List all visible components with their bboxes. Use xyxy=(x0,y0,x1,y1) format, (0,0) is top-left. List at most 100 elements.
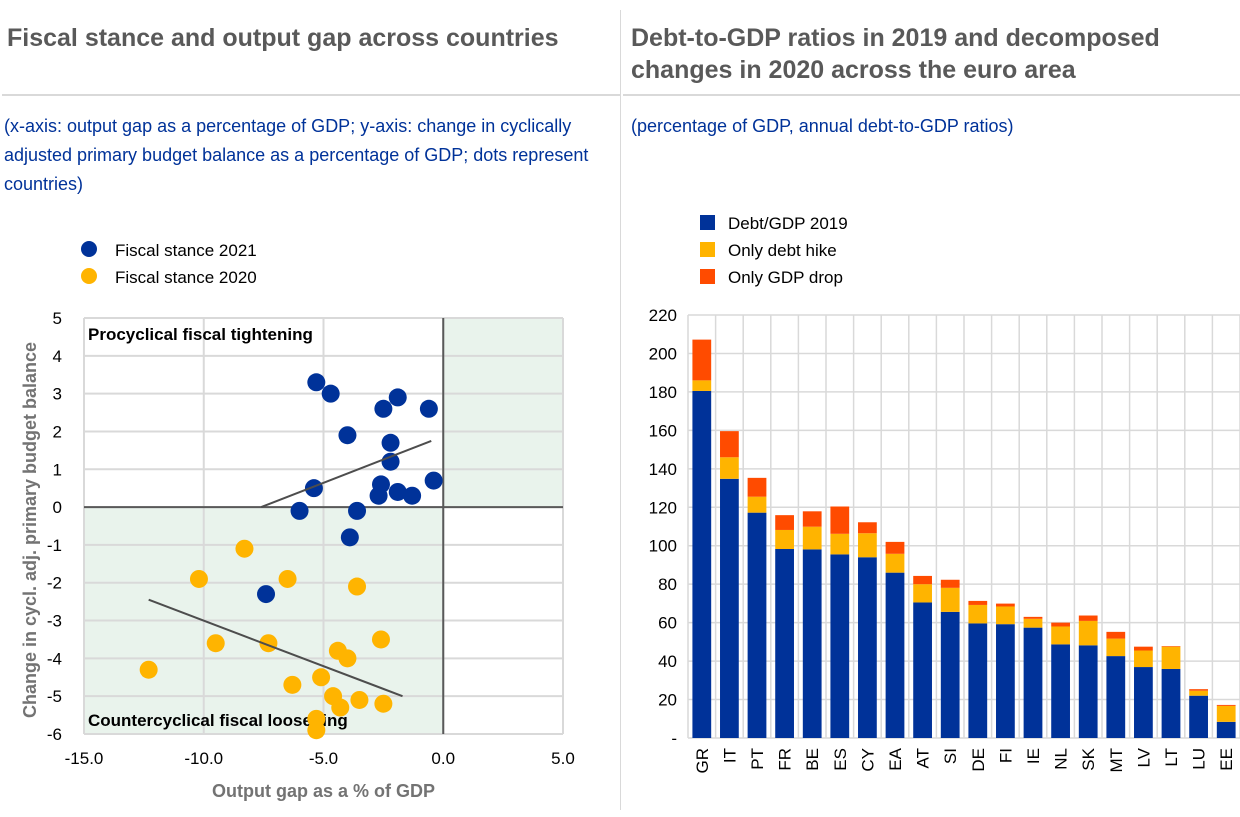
bar-segment xyxy=(1134,667,1153,738)
annotation-countercyclical: Countercyclical fiscal loosening xyxy=(88,711,348,730)
y-tick-label: 40 xyxy=(658,652,677,671)
y-tick-label: -3 xyxy=(47,612,62,631)
bar-segment xyxy=(1051,622,1070,627)
scatter-point xyxy=(290,501,309,520)
x-axis-title: Output gap as a % of GDP xyxy=(212,781,435,801)
x-tick-label: DE xyxy=(969,748,988,772)
scatter-point xyxy=(374,694,393,713)
bar-segment xyxy=(996,624,1015,738)
scatter-point xyxy=(139,660,158,679)
bar-title: Debt-to-GDP ratios in 2019 and decompose… xyxy=(631,22,1160,86)
bar-segment xyxy=(913,575,932,585)
shaded-quadrant-tightening xyxy=(443,318,563,508)
x-tick-label: LT xyxy=(1162,748,1181,767)
y-tick-label: 180 xyxy=(649,383,677,402)
y-tick-label: 0 xyxy=(53,498,62,517)
bar-segment xyxy=(1134,646,1153,651)
bar-segment xyxy=(996,606,1015,625)
scatter-point xyxy=(381,433,400,452)
scatter-point xyxy=(388,482,407,501)
y-tick-label: 80 xyxy=(658,575,677,594)
y-tick-label: 100 xyxy=(649,537,677,556)
scatter-point xyxy=(331,698,350,717)
bar-subtitle: (percentage of GDP, annual debt-to-GDP r… xyxy=(631,116,1014,136)
bar-segment xyxy=(720,457,739,479)
bar-segment xyxy=(830,554,850,738)
x-tick-label: FI xyxy=(996,748,1015,763)
bar-segment xyxy=(913,584,932,603)
bar-segment xyxy=(775,529,794,549)
bar-segment xyxy=(1078,615,1098,621)
bar-segment xyxy=(968,604,988,624)
bar-segment xyxy=(1023,627,1043,738)
bar-segment xyxy=(940,611,960,738)
x-tick-label: LV xyxy=(1134,747,1153,767)
bar-segment xyxy=(1216,721,1236,738)
scatter-point xyxy=(388,388,407,407)
scatter-point xyxy=(257,585,276,604)
y-tick-label: 5 xyxy=(53,309,62,328)
bar-chart: - 20 40 60 80 100 120 140 160 180 200 220 GR IT PT FR BE… xyxy=(649,214,1240,774)
bar-segment xyxy=(1161,668,1181,738)
annotation-procyclical: Procyclical fiscal tightening xyxy=(88,325,313,344)
scatter-point xyxy=(307,721,326,740)
bar-segment xyxy=(913,602,932,738)
bar-title-line1: Debt-to-GDP ratios in 2019 and decompose… xyxy=(631,24,1160,52)
x-tick-label: 5.0 xyxy=(551,749,575,768)
scatter-point xyxy=(321,384,340,403)
y-tick-label: -6 xyxy=(47,725,62,744)
x-tick-label: -15.0 xyxy=(65,749,104,768)
y-tick-label: 4 xyxy=(53,347,62,366)
bar-segment xyxy=(968,600,988,605)
bar-title-line2: changes in 2020 across the euro area xyxy=(631,56,1076,84)
y-tick-label: 1 xyxy=(53,460,62,479)
x-tick-label: -5.0 xyxy=(309,749,338,768)
legend-swatch xyxy=(700,215,715,230)
bar-panel: Debt-to-GDP ratios in 2019 and decompose… xyxy=(621,0,1240,817)
bar-segment xyxy=(1078,645,1098,738)
scatter-point xyxy=(419,399,438,418)
trend-line xyxy=(148,598,403,698)
bar-segment xyxy=(1216,704,1236,706)
scatter-point xyxy=(307,373,326,392)
y-tick-label: 120 xyxy=(649,498,677,517)
bar-segment xyxy=(802,549,822,738)
scatter-point xyxy=(278,569,297,588)
bar-segment xyxy=(1189,690,1208,696)
bar-segment xyxy=(747,477,767,497)
scatter-point xyxy=(371,630,390,649)
bar-segment xyxy=(1051,626,1070,645)
bar-segment xyxy=(747,512,767,738)
x-tick-label: IE xyxy=(1024,748,1043,764)
scatter-point xyxy=(189,569,208,588)
bar-segment xyxy=(858,522,877,534)
y-tick-label: 3 xyxy=(53,385,62,404)
bar-segment xyxy=(802,526,822,550)
x-tick-label: PT xyxy=(748,748,767,770)
legend-label: Only GDP drop xyxy=(728,268,843,287)
bar-segment xyxy=(692,390,712,738)
y-tick-label: 160 xyxy=(649,421,677,440)
bar-segment xyxy=(830,506,850,534)
scatter-point xyxy=(283,675,302,694)
x-tick-label: MT xyxy=(1107,748,1126,773)
bar-segment xyxy=(885,572,905,738)
scatter-point xyxy=(424,471,443,490)
scatter-chart: 5 4 3 2 1 0 -1 -2 -3 -4 -5 -6-15.0 -10.0 -5.0 0.0 5.0 Ou… xyxy=(20,241,575,801)
legend-swatch xyxy=(700,269,715,284)
bar-segment xyxy=(1161,646,1181,669)
legend-swatch xyxy=(700,242,715,257)
scatter-point xyxy=(369,486,388,505)
x-tick-label: NL xyxy=(1052,748,1071,770)
scatter-title: Fiscal stance and output gap across coun… xyxy=(7,24,559,52)
title-rule xyxy=(2,94,620,96)
x-tick-label: FR xyxy=(776,748,795,771)
scatter-point xyxy=(235,539,254,558)
bar-segment xyxy=(968,623,988,738)
bar-segment xyxy=(1106,638,1126,657)
y-tick-label: - xyxy=(671,729,677,748)
bar-segment xyxy=(1023,618,1043,628)
legend-label: Debt/GDP 2019 xyxy=(728,214,848,233)
bar-segment xyxy=(692,339,712,381)
bar-segment xyxy=(1189,695,1208,738)
